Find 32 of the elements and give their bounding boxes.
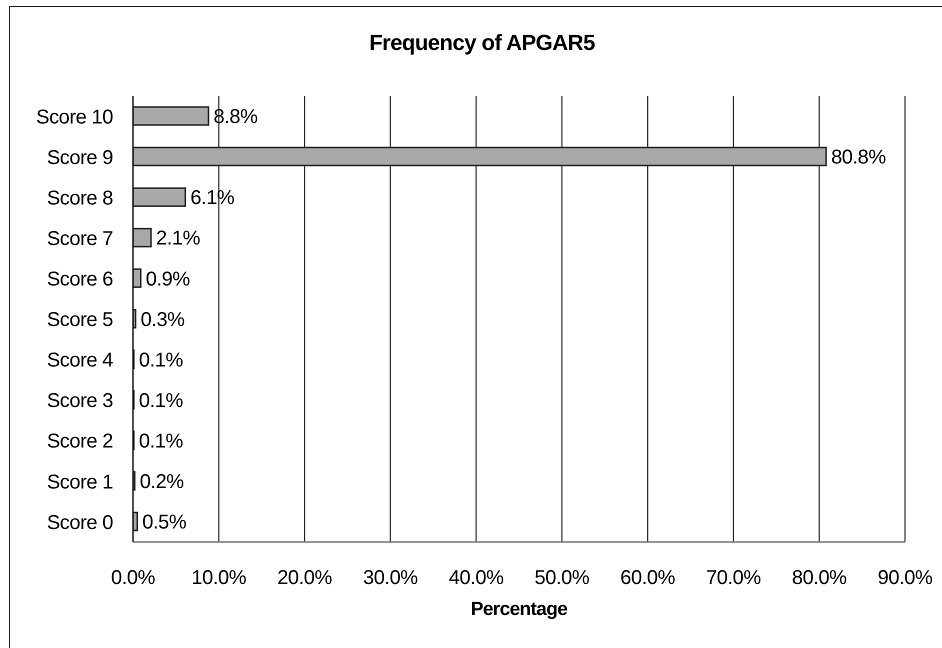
y-tick-label: Score 10 [36, 106, 114, 128]
data-label: 0.1% [138, 349, 184, 372]
x-tick-label: 70.0% [706, 567, 762, 590]
y-tick-label: Score 2 [46, 430, 114, 453]
y-tick-label: Score 4 [46, 350, 114, 372]
y-tick-label: Score 7 [46, 228, 114, 250]
y-tick-label: Score 9 [46, 146, 114, 169]
data-label: 0.1% [138, 430, 184, 452]
x-tick-label: 20.0% [277, 567, 333, 590]
x-tick-label: 50.0% [534, 567, 590, 590]
y-tick-label: Score 8 [46, 187, 114, 210]
y-tick-label: Score 6 [46, 268, 114, 291]
data-label: 0.2% [140, 471, 184, 494]
x-tick-label: 60.0% [620, 567, 676, 590]
x-tick-label: 30.0% [362, 567, 418, 590]
x-tick-label: 40.0% [448, 567, 504, 590]
y-tick-label: Score 3 [46, 390, 114, 412]
x-tick-label: 80.0% [792, 567, 848, 590]
data-label: 0.9% [146, 268, 190, 290]
x-tick-label: 10.0% [191, 567, 247, 590]
y-tick-label: Score 0 [46, 512, 114, 534]
y-tick-label: Score 1 [46, 471, 114, 494]
x-axis-title: Percentage [470, 599, 568, 621]
data-label: 80.8% [831, 146, 886, 169]
data-label: 2.1% [156, 228, 201, 250]
data-label: 0.1% [138, 390, 184, 412]
x-tick-label: 0.0% [111, 567, 156, 590]
y-tick-label: Score 5 [46, 309, 114, 332]
data-label: 0.5% [142, 512, 187, 534]
data-label: 0.3% [140, 308, 186, 331]
chart-title: Frequency of APGAR5 [368, 30, 596, 56]
x-tick-label: 90.0% [878, 567, 933, 590]
